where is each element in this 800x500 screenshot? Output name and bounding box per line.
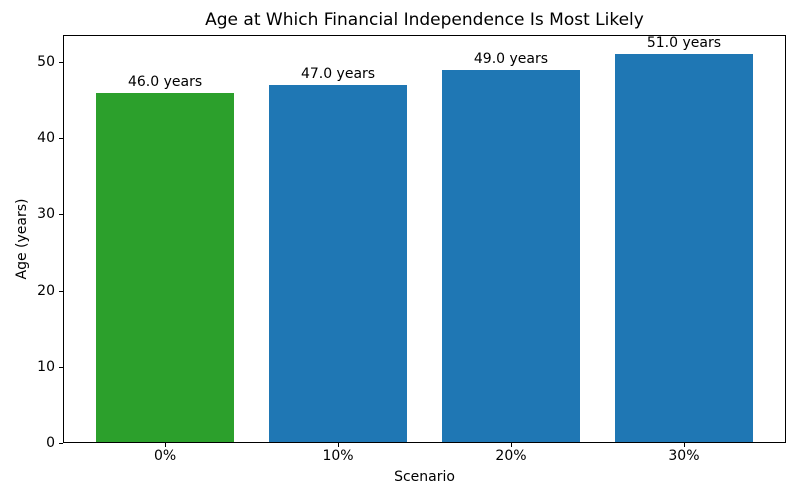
y-tick-mark: [59, 214, 63, 216]
y-tick-mark: [59, 138, 63, 140]
x-tick-mark: [338, 443, 340, 447]
y-tick-label: 10: [37, 358, 55, 375]
x-tick-label: 10%: [322, 448, 354, 464]
x-axis-label: Scenario: [394, 469, 455, 485]
bar-value-label: 51.0 years: [646, 35, 722, 52]
x-tick-mark: [165, 443, 167, 447]
x-tick-label: 20%: [495, 448, 527, 464]
chart-title: Age at Which Financial Independence Is M…: [205, 10, 644, 30]
bar-value-label: 46.0 years: [127, 73, 203, 90]
bar-30%: [614, 54, 754, 443]
bar-value-label: 47.0 years: [300, 65, 376, 82]
y-tick-mark: [59, 290, 63, 292]
bar-0%: [95, 92, 235, 443]
x-tick-label: 0%: [153, 448, 177, 464]
y-tick-label: 20: [37, 282, 55, 299]
y-tick-mark: [59, 366, 63, 368]
bar-value-label: 49.0 years: [473, 50, 549, 67]
y-tick-label: 30: [37, 206, 55, 223]
y-tick-label: 0: [46, 435, 55, 451]
x-tick-mark: [683, 443, 685, 447]
x-tick-mark: [510, 443, 512, 447]
bar-10%: [268, 84, 408, 443]
y-tick-label: 50: [37, 54, 55, 71]
y-tick-label: 40: [37, 130, 55, 147]
plot-area: 46.0 years 47.0 years 49.0 years 51.0 years: [63, 35, 786, 443]
y-tick-mark: [59, 62, 63, 64]
x-tick-label: 30%: [668, 448, 700, 464]
bar-20%: [441, 69, 581, 443]
y-tick-mark: [59, 443, 63, 444]
